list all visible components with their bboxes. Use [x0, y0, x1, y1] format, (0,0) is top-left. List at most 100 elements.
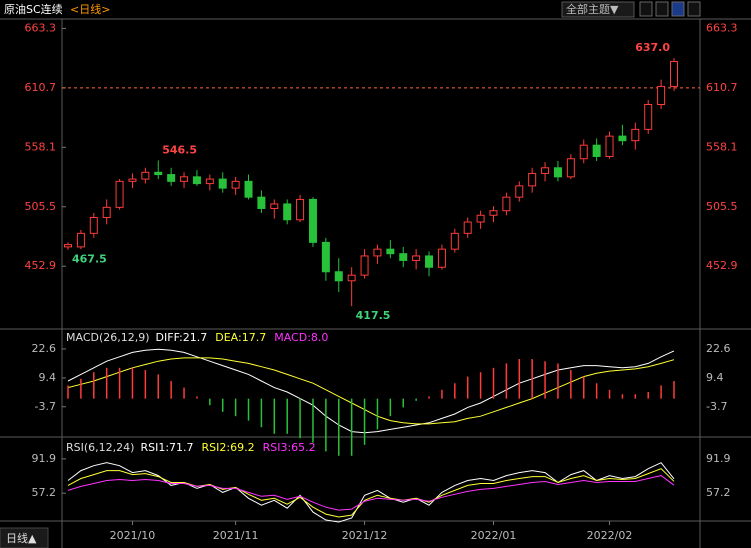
- y-tick-label-right: 505.5: [706, 200, 738, 213]
- candle-body: [631, 128, 640, 142]
- candle-body: [76, 232, 85, 248]
- tool-icon[interactable]: [639, 1, 653, 17]
- candle-body: [321, 241, 330, 273]
- candle-body: [399, 253, 408, 261]
- tool-icon[interactable]: [671, 1, 685, 17]
- x-tick-label: 2022/02: [587, 529, 633, 542]
- y-tick-label: 505.5: [25, 200, 57, 213]
- candle-body: [605, 135, 614, 157]
- period[interactable]: <日线>: [70, 2, 110, 16]
- period-button-box[interactable]: [0, 527, 49, 548]
- candle-body: [347, 274, 356, 282]
- candle-body: [450, 232, 459, 250]
- theme-button[interactable]: 全部主题▼: [566, 2, 619, 16]
- extreme-label: 637.0: [635, 41, 670, 54]
- indicator-title: RSI(6,12,24): [66, 441, 134, 454]
- candle-body: [579, 144, 588, 160]
- legend-entry: MACD:8.0: [274, 331, 328, 344]
- candle-body: [476, 214, 485, 223]
- candle-body: [541, 167, 550, 174]
- y-tick-label: 57.2: [32, 486, 57, 499]
- candle-body: [128, 178, 137, 182]
- y-tick-label-right: 452.9: [706, 259, 738, 272]
- candle-body: [670, 61, 678, 87]
- y-tick-label: 22.6: [32, 342, 57, 355]
- candle-body: [257, 196, 266, 209]
- candle-body: [644, 103, 653, 130]
- y-tick-label-right: 57.2: [706, 486, 731, 499]
- x-tick-label: 2022/01: [471, 529, 517, 542]
- indicator-line: [67, 357, 675, 425]
- theme-button-box[interactable]: [561, 1, 635, 18]
- legend-entry: DEA:17.7: [215, 331, 266, 344]
- candle-body: [592, 144, 601, 157]
- x-tick-label: 2021/11: [213, 529, 259, 542]
- indicator-title: MACD(26,12,9): [66, 331, 150, 344]
- y-tick-label: 452.9: [25, 259, 57, 272]
- y-tick-label: 610.7: [25, 81, 57, 94]
- candle-body: [296, 198, 305, 221]
- candle-body: [463, 221, 472, 234]
- extreme-label: 417.5: [356, 309, 391, 322]
- candle-body: [192, 176, 201, 185]
- candle-body: [141, 171, 150, 180]
- candle-body: [154, 171, 163, 176]
- y-tick-label-right: 663.3: [706, 21, 738, 34]
- y-tick-label-right: 558.1: [706, 140, 738, 153]
- x-tick-label: 2021/12: [342, 529, 388, 542]
- candle-body: [244, 180, 253, 198]
- candle-body: [102, 206, 111, 219]
- y-tick-label: 663.3: [25, 21, 57, 34]
- extreme-label: 546.5: [162, 143, 197, 156]
- legend-entry: RSI3:65.2: [263, 441, 316, 454]
- candle-body: [489, 210, 498, 216]
- candle-body: [528, 172, 537, 187]
- y-tick-label-right: 9.4: [706, 371, 724, 384]
- y-tick-label: 91.9: [32, 452, 57, 465]
- candle-body: [502, 196, 511, 212]
- candle-body: [283, 203, 292, 221]
- candle-body: [334, 271, 343, 282]
- x-tick-label: 2021/10: [110, 529, 156, 542]
- legend-entry: RSI2:69.2: [202, 441, 255, 454]
- y-tick-label: 9.4: [39, 371, 57, 384]
- candle-body: [89, 217, 98, 234]
- indicator-line: [67, 462, 675, 523]
- indicator-line: [67, 475, 675, 511]
- candle-body: [270, 203, 279, 209]
- legend-entry: DIFF:21.7: [156, 331, 208, 344]
- candle-body: [308, 198, 317, 243]
- symbol: 原油SC连续: [4, 2, 63, 16]
- tool-icon[interactable]: [655, 1, 669, 17]
- y-tick-label: 558.1: [25, 140, 57, 153]
- candle-body: [115, 180, 124, 208]
- tool-icon[interactable]: [687, 1, 701, 17]
- candle-body: [360, 255, 369, 276]
- y-tick-label-right: -3.7: [706, 400, 727, 413]
- y-tick-label-right: 22.6: [706, 342, 731, 355]
- candle-body: [437, 248, 446, 268]
- candle-body: [566, 158, 575, 178]
- candle-body: [657, 85, 666, 105]
- y-tick-label-right: 610.7: [706, 81, 738, 94]
- candle-body: [180, 176, 189, 182]
- candle-body: [515, 185, 524, 198]
- candle-body: [425, 255, 434, 268]
- candle-body: [218, 178, 227, 189]
- candle-body: [373, 248, 382, 257]
- period-button[interactable]: 日线▲: [6, 531, 37, 545]
- y-tick-label: -3.7: [35, 400, 56, 413]
- indicator-line: [67, 348, 675, 434]
- indicator-line: [67, 468, 675, 518]
- candle-body: [167, 174, 176, 182]
- legend-entry: RSI1:71.7: [140, 441, 193, 454]
- candle-body: [205, 178, 214, 185]
- candle-body: [553, 167, 562, 178]
- y-tick-label-right: 91.9: [706, 452, 731, 465]
- candle-body: [386, 248, 395, 255]
- candle-body: [231, 180, 240, 189]
- candle-body: [618, 135, 627, 142]
- candle-body: [64, 244, 72, 248]
